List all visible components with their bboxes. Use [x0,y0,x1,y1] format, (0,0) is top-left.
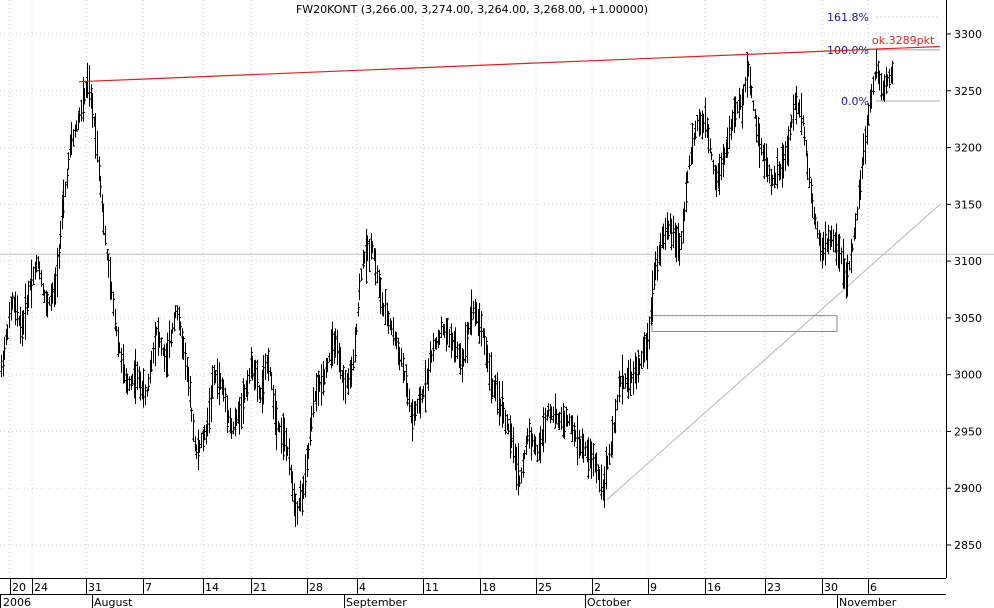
x-tick-label: 18 [482,581,496,594]
month-label: November [839,596,897,608]
x-tick-label: 25 [538,581,552,594]
grid [0,0,946,578]
fibonacci-label: 0.0% [841,95,869,108]
x-tick-label: 4 [359,581,366,594]
x-tick-label: 30 [824,581,838,594]
y-tick-label: 2900 [954,482,982,495]
x-tick-label: 23 [767,581,781,594]
y-tick-label: 2850 [954,539,982,552]
resistance-trendline [78,45,941,83]
y-tick-label: 2950 [954,425,982,438]
month-label: September [346,596,407,608]
y-tick-label: 3150 [954,198,982,211]
y-tick-label: 3200 [954,142,982,155]
month-label: August [94,596,133,608]
x-tick-label: 7 [145,581,152,594]
x-tick-label: 14 [205,581,219,594]
month-label: October [587,596,631,608]
x-tick-label: 9 [650,581,657,594]
resistance-label: ok.3289pkt [872,34,935,47]
price-bars [0,48,894,528]
month-label: 2006 [3,596,31,608]
x-tick-label: 24 [34,581,48,594]
y-tick-label: 3000 [954,369,982,382]
y-tick-label: 3100 [954,255,982,268]
x-tick-label: 20 [12,581,26,594]
chart-title: FW20KONT (3,266.00, 3,274.00, 3,264.00, … [296,3,648,16]
x-tick-label: 28 [309,581,323,594]
annotations: 161.8%100.0%0.0%ok.3289pkt [78,11,941,108]
x-tick-label: 6 [870,581,877,594]
x-tick-label: 31 [88,581,102,594]
x-tick-label: 2 [594,581,601,594]
y-tick-label: 3050 [954,312,982,325]
x-tick-label: 21 [253,581,267,594]
support-trendline [606,203,941,500]
x-tick-label: 11 [425,581,439,594]
y-tick-label: 3250 [954,85,982,98]
fibonacci-label: 161.8% [827,11,869,24]
x-tick-label: 16 [707,581,721,594]
y-tick-label: 3300 [954,28,982,41]
